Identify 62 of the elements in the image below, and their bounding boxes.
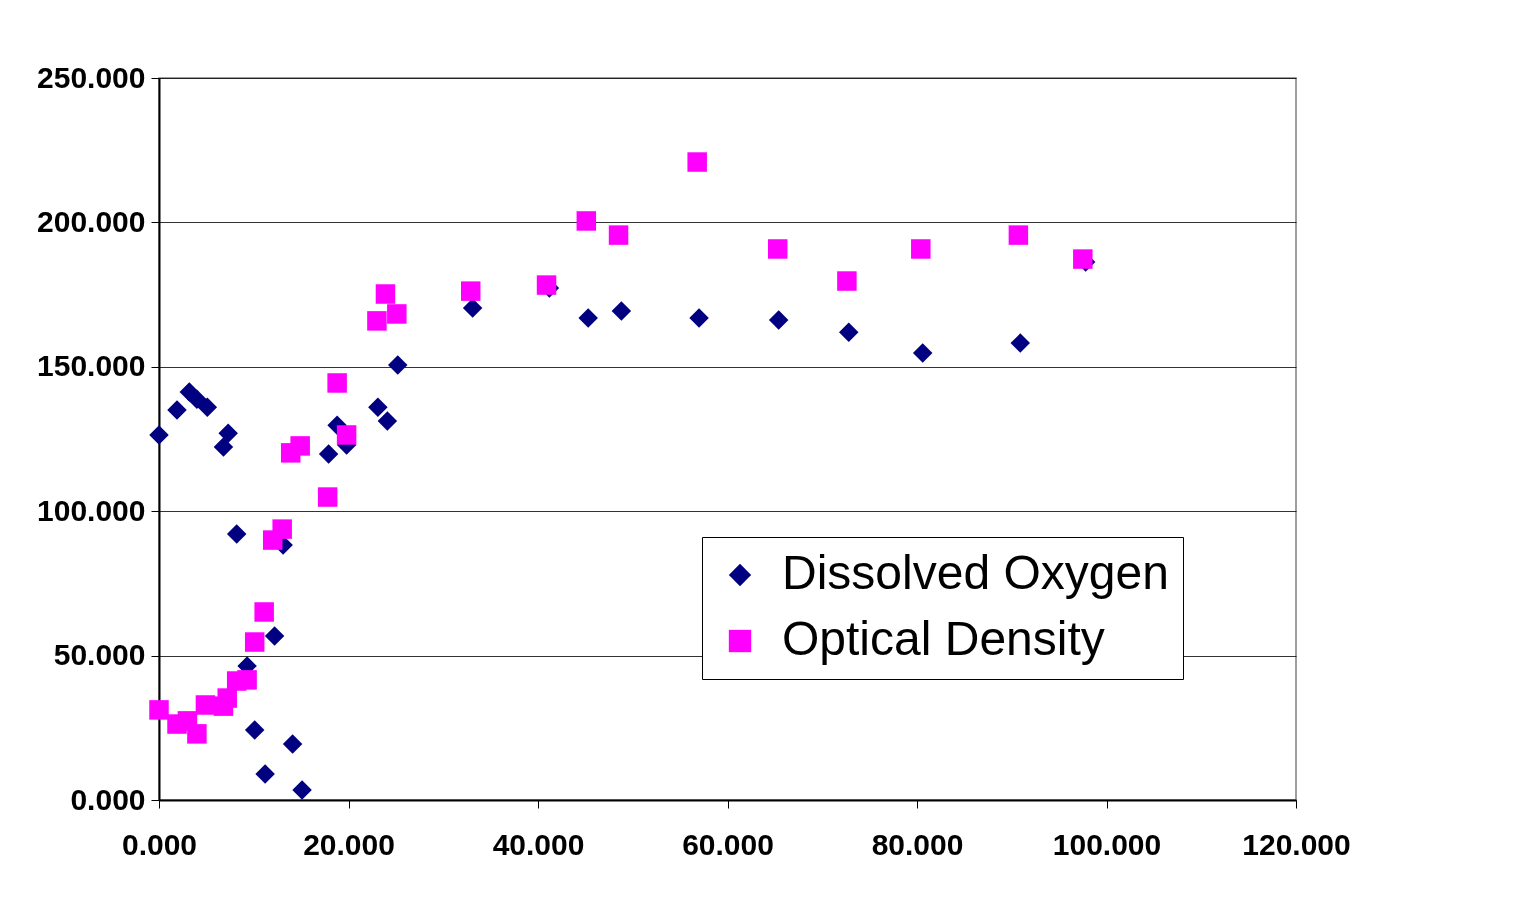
x-tick-label: 40.000 [492,827,585,861]
point [689,308,709,328]
point [387,304,407,324]
point [290,436,310,456]
point [576,211,597,231]
point [237,670,257,690]
point [217,688,237,708]
x-tick-label: 20.000 [303,827,395,861]
point [839,322,859,342]
point [244,632,265,652]
point [608,225,629,245]
point [292,780,312,800]
point [336,425,357,445]
y-tick-label: 150.000 [37,349,146,383]
point [197,397,218,417]
point [837,271,857,291]
x-tick-label: 80.000 [871,827,964,861]
y-tick-label: 250.000 [37,60,146,94]
point [218,423,238,443]
point [187,724,207,744]
point [462,298,483,318]
point [167,400,187,420]
point [367,311,387,331]
point [254,602,274,622]
point [149,425,169,445]
point [388,355,408,375]
point [375,284,396,304]
point [255,764,275,784]
point [768,310,789,330]
point [912,343,933,363]
point [244,720,265,740]
point [687,152,707,172]
point [282,734,303,754]
point [187,389,207,409]
y-tick-label: 200.000 [37,204,146,238]
point [1008,225,1029,245]
point [317,487,338,507]
x-tick-label: 100.000 [1052,827,1162,861]
point [911,239,931,259]
point [213,437,234,457]
point [377,411,398,431]
point [272,519,292,539]
point [1010,333,1031,353]
legend-label: Optical Density [782,612,1105,665]
y-tick-label: 50.000 [53,638,146,672]
y-tick-label: 100.000 [37,493,146,527]
point [327,373,347,393]
point [578,308,598,328]
point [318,444,339,464]
point [368,397,388,417]
point [226,524,247,544]
point [767,239,788,259]
point [195,695,216,715]
x-tick-label: 0.000 [121,827,198,861]
y-tick-label: 0.000 [70,782,146,816]
x-tick-label: 120.000 [1242,827,1351,861]
point [264,626,285,646]
point [149,700,169,720]
point [460,281,481,301]
x-tick-label: 60.000 [682,827,774,861]
legend-label: Dissolved Oxygen [782,546,1169,599]
point [611,301,632,321]
